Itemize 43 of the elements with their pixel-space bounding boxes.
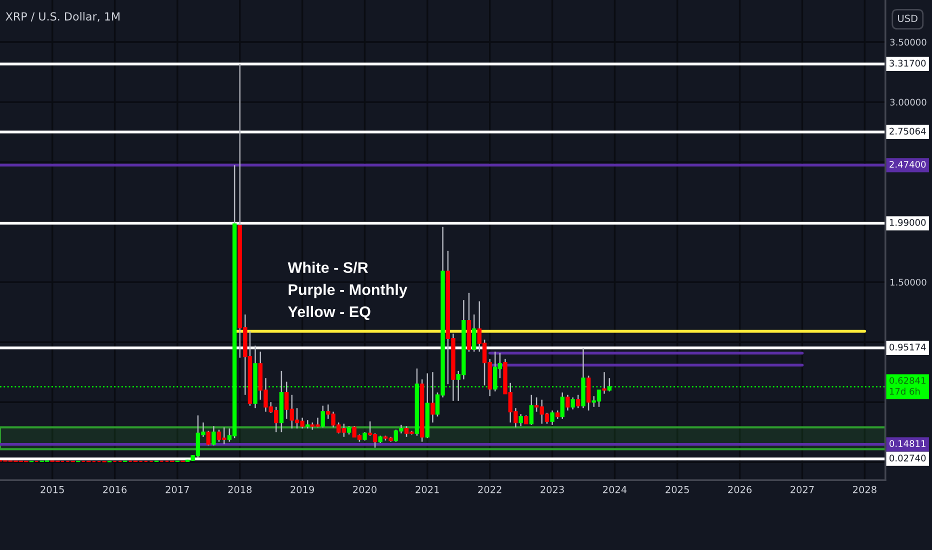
y-axis-title: USD	[898, 14, 918, 22]
candlestick	[602, 371, 606, 394]
annotation: Purple - Monthly	[288, 284, 408, 298]
ref-line-label: 0.02740	[890, 454, 926, 462]
x-tick-label: 2022	[478, 486, 502, 494]
annotation: White - S/R	[288, 262, 368, 274]
x-tick-label: 2016	[103, 486, 127, 494]
x-tick-label: 2019	[290, 486, 314, 494]
annotation: Yellow - EQ	[288, 306, 370, 320]
x-tick-label: 2027	[790, 486, 814, 494]
candlestick	[472, 314, 476, 352]
candlestick	[529, 394, 534, 426]
candlestick	[550, 410, 554, 426]
candlestick	[566, 394, 570, 412]
candlestick	[206, 430, 210, 446]
x-tick-label: 2018	[228, 486, 252, 494]
text: XRP / U.S. Dollar, 1M	[6, 12, 120, 22]
ref-line-label: 3.31700	[890, 60, 926, 67]
ref-line-label: 2.47400	[890, 160, 926, 168]
ref-line-label: 1.99000	[890, 219, 926, 226]
x-tick-label: 2021	[416, 486, 439, 494]
x-tick-label: 2020	[353, 486, 376, 494]
x-tick-label: 2015	[40, 486, 64, 494]
y-tick-label: 3.00000	[890, 98, 926, 106]
x-tick-label: 2017	[166, 486, 189, 494]
candlestick	[560, 392, 564, 420]
candlestick	[576, 394, 580, 409]
candlestick	[518, 414, 523, 427]
x-tick-label: 2028	[853, 486, 876, 494]
candlestick	[212, 426, 216, 446]
x-tick-label: 2024	[603, 486, 627, 494]
x-tick-label: 2023	[540, 486, 564, 494]
y-tick-label: 1.50000	[890, 278, 926, 286]
x-tick-label: 2026	[728, 486, 752, 494]
y-tick-label: 3.50000	[890, 38, 926, 46]
ref-line-label: 0.62841 17d 6h	[890, 377, 926, 395]
ref-line-label: 0.95174	[890, 344, 926, 351]
candlestick	[570, 396, 575, 410]
candlestick	[430, 371, 435, 424]
candlestick	[320, 405, 325, 428]
ref-line-label: 0.14811	[890, 440, 926, 447]
x-tick-label: 2025	[666, 486, 689, 494]
ref-line-label: 2.75064	[890, 128, 926, 135]
